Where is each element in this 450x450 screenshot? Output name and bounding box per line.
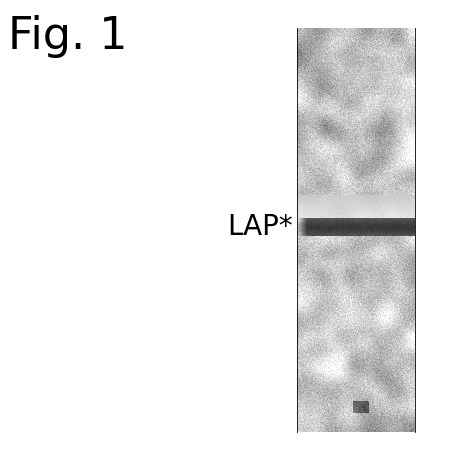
Text: LAP*: LAP*: [227, 213, 292, 241]
Text: Fig. 1: Fig. 1: [8, 15, 127, 58]
